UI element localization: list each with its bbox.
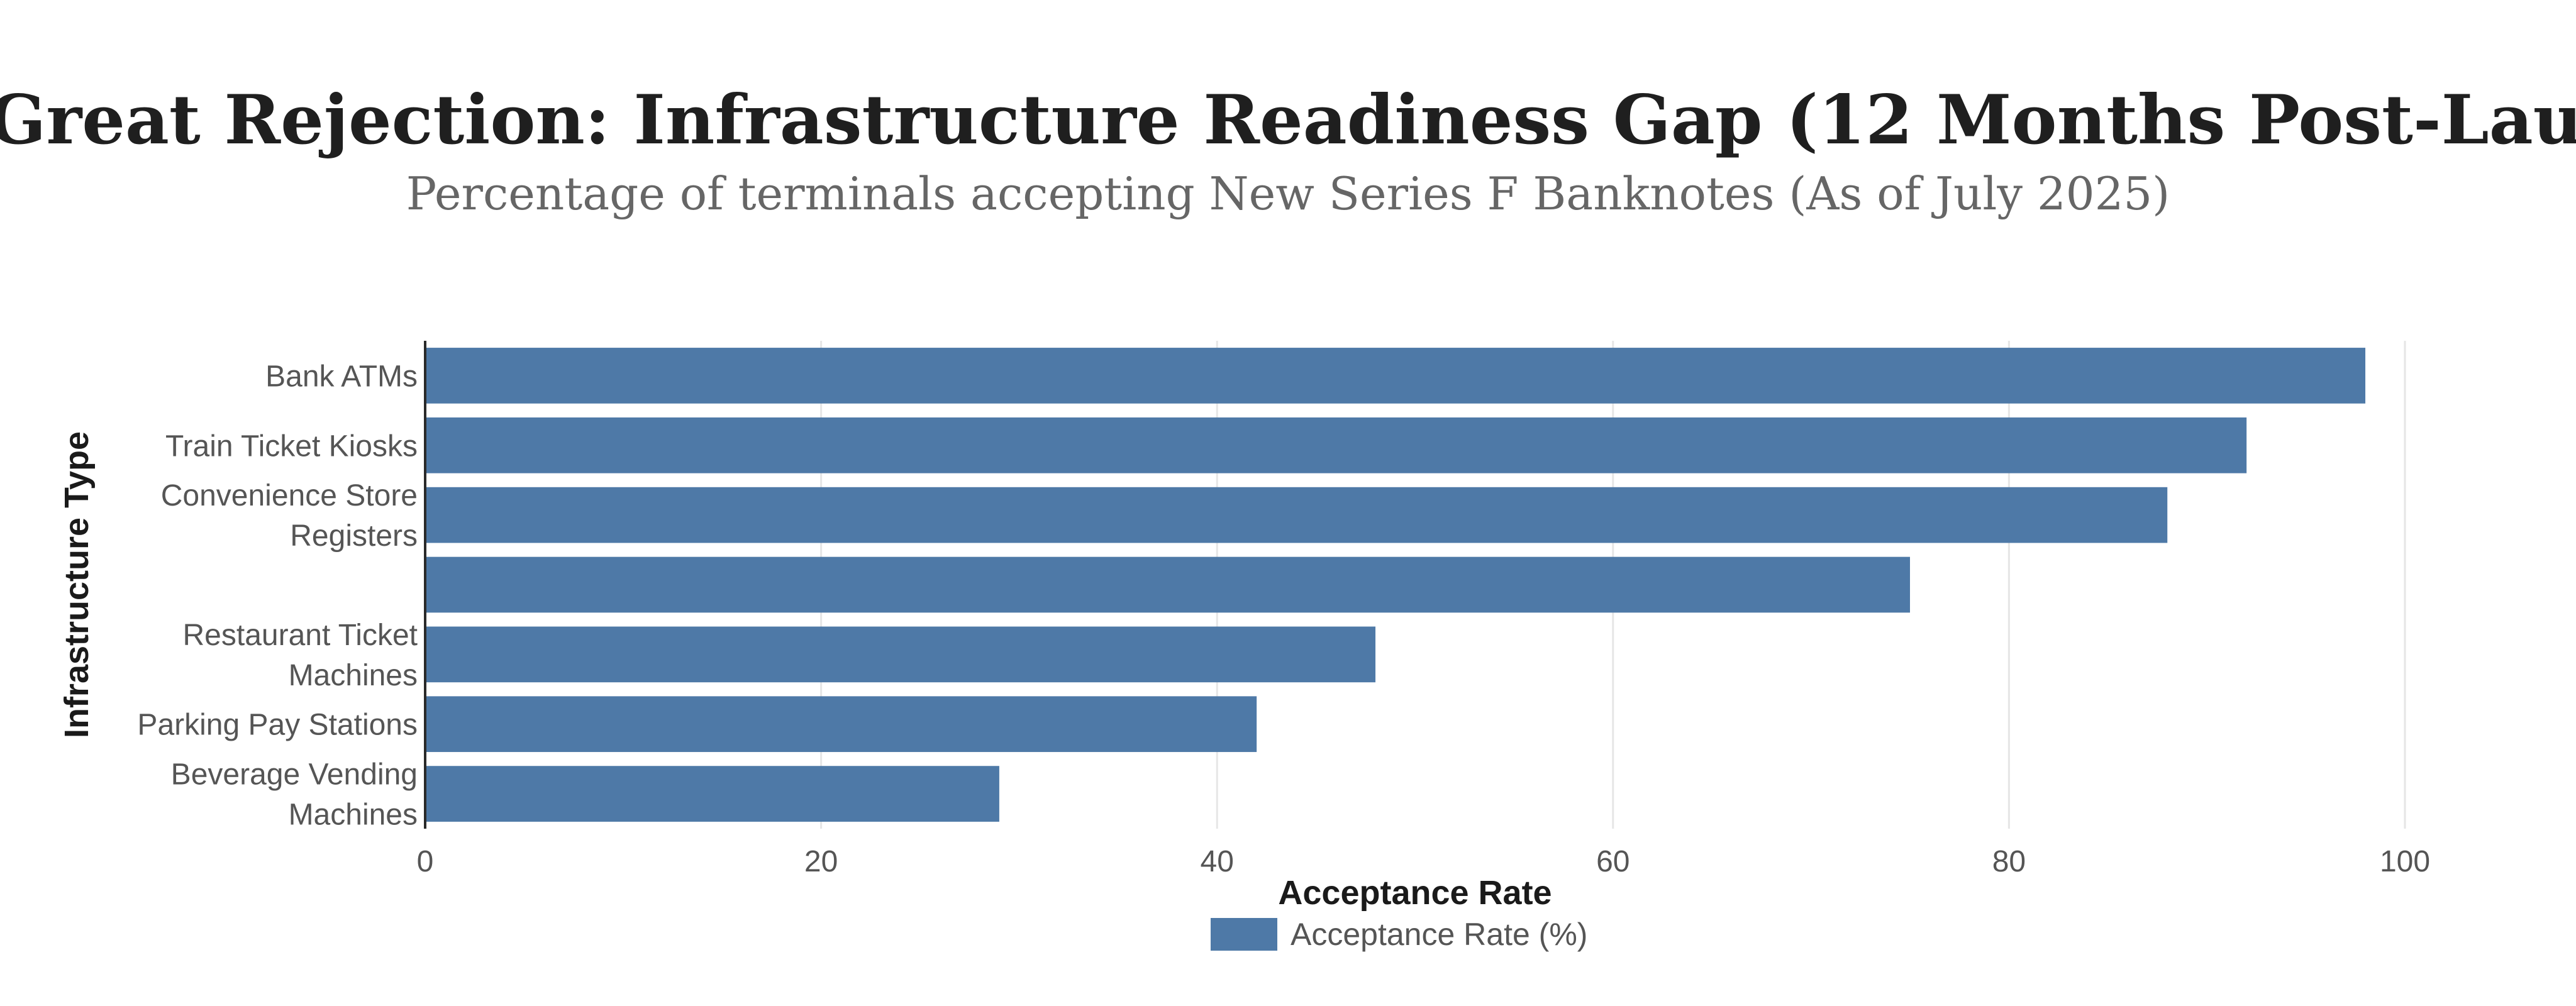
x-axis-title: Acceptance Rate [1278, 874, 1552, 912]
y-tick-label-line: Registers [290, 519, 418, 553]
bars [425, 348, 2366, 822]
x-tick-label: 0 [417, 845, 434, 878]
y-tick-labels: Bank ATMs Train Ticket Kiosks Convenience … [137, 360, 418, 832]
x-tick-label: 100 [2380, 845, 2430, 878]
y-tick-label: Convenience Store Registers [161, 479, 418, 553]
y-tick-label: Restaurant Ticket Machines [183, 619, 418, 692]
y-tick-label-line: Machines [289, 659, 418, 692]
x-tick-label: 60 [1596, 845, 1629, 878]
bar[interactable] [425, 417, 2247, 473]
y-tick-label: Beverage Vending Machines [171, 758, 418, 832]
y-tick-label-line: Parking Pay Stations [137, 709, 418, 742]
y-tick-label-line: Bank ATMs [265, 360, 418, 393]
y-tick-label: Bank ATMs [265, 360, 418, 393]
y-tick-label: Train Ticket Kiosks [165, 429, 418, 463]
y-tick-label: Parking Pay Stations [137, 709, 418, 742]
bar[interactable] [425, 696, 1257, 753]
y-tick-label-line: Machines [289, 799, 418, 832]
x-tick-labels: 0 20 40 60 80 100 [417, 845, 2430, 878]
x-tick-label: 40 [1201, 845, 1234, 878]
bar[interactable] [425, 766, 999, 822]
x-tick-label: 80 [1992, 845, 2026, 878]
bar[interactable] [425, 487, 2168, 543]
x-tick-label: 20 [804, 845, 838, 878]
y-tick-label-line: Beverage Vending [171, 758, 418, 792]
bar[interactable] [425, 348, 2366, 404]
legend-swatch [1211, 918, 1277, 951]
bar[interactable] [425, 556, 1910, 613]
y-tick-label-line: Restaurant Ticket [183, 619, 418, 652]
legend: Acceptance Rate (%) [1211, 917, 1587, 952]
chart-subtitle: Percentage of terminals accepting New Se… [406, 167, 2170, 220]
y-tick-label-line: Train Ticket Kiosks [165, 429, 418, 463]
bar[interactable] [425, 626, 1376, 683]
y-tick-label-line: Convenience Store [161, 479, 418, 512]
legend-label: Acceptance Rate (%) [1291, 917, 1587, 952]
y-axis-title: Infrastructure Type [58, 431, 96, 738]
chart-title: The Great Rejection: Infrastructure Read… [0, 80, 2576, 160]
